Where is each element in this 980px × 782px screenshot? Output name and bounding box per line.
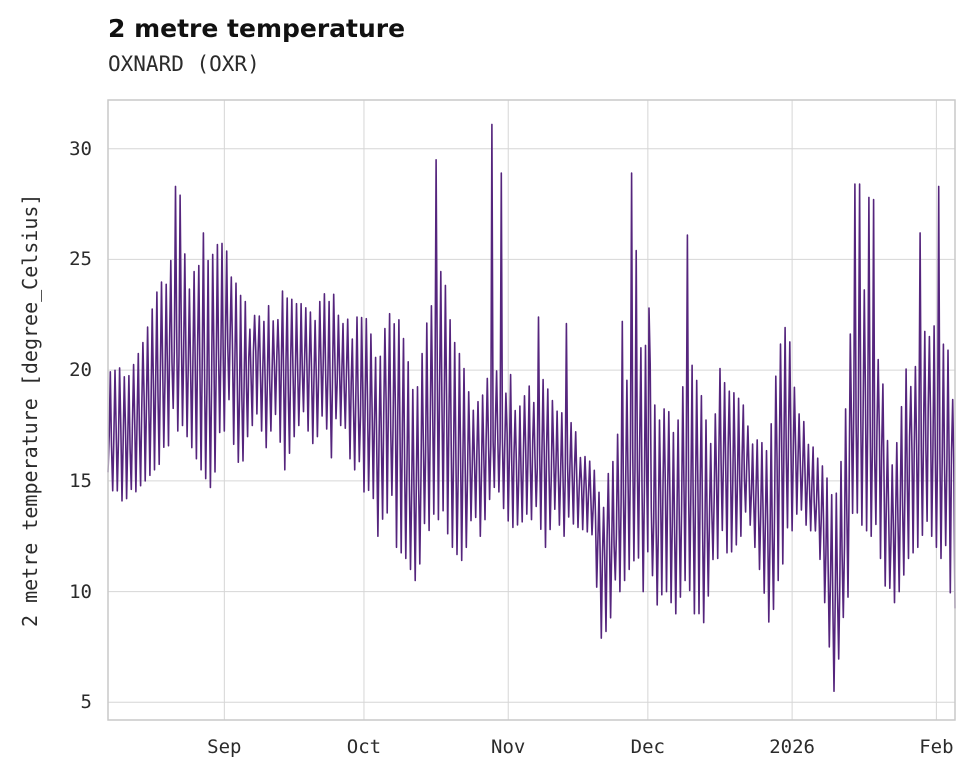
y-tick-label: 25 — [69, 248, 92, 271]
x-tick-label: Dec — [630, 736, 666, 758]
chart-title: 2 metre temperature — [108, 14, 406, 43]
x-tick-label: Feb — [919, 736, 954, 758]
x-tick-label: 2026 — [769, 736, 815, 758]
y-tick-label: 15 — [69, 469, 92, 492]
y-tick-label: 5 — [80, 691, 92, 714]
x-tick-label: Oct — [346, 736, 382, 758]
y-tick-label: 20 — [69, 359, 92, 382]
x-tick-label: Nov — [491, 736, 526, 758]
temperature-line — [107, 123, 956, 692]
chart-subtitle: OXNARD (OXR) — [108, 52, 260, 76]
plot-area — [108, 100, 955, 720]
y-tick-label: 10 — [69, 580, 92, 603]
x-tick-label: Sep — [207, 736, 242, 758]
plot-border — [107, 99, 956, 721]
y-axis-label: 2 metre temperature [degree_Celsius] — [18, 193, 42, 627]
y-tick-label: 30 — [69, 137, 92, 160]
